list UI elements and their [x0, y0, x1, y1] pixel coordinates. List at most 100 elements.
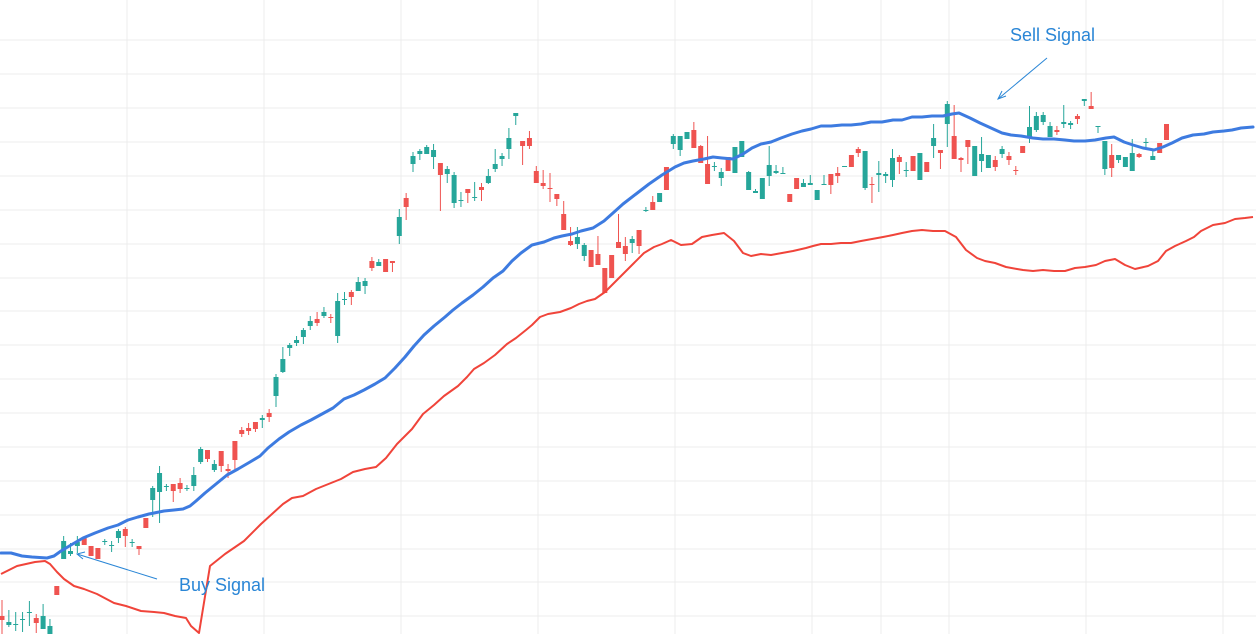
candle-body — [1020, 146, 1026, 153]
candle-body — [616, 242, 621, 248]
candle-body — [328, 317, 334, 318]
candle-body — [855, 149, 861, 153]
candle-body — [218, 451, 224, 466]
candle-body — [355, 282, 361, 291]
candle-body — [924, 162, 930, 172]
candle-body — [609, 255, 615, 278]
candle — [280, 347, 286, 373]
candle-body — [1136, 154, 1142, 157]
candle-body — [109, 545, 115, 546]
candle-body — [294, 340, 300, 343]
candle-body — [520, 141, 526, 146]
candle — [403, 193, 409, 220]
candle-body — [711, 166, 717, 167]
candle-body — [1006, 156, 1012, 160]
candle — [862, 151, 868, 190]
candle — [13, 612, 19, 631]
candle — [1102, 141, 1108, 175]
buy-signal-arrowhead — [75, 551, 86, 560]
candle-body — [602, 268, 608, 293]
candle — [184, 485, 190, 491]
candle-body — [198, 449, 204, 462]
candle-body — [787, 194, 793, 202]
candle — [787, 194, 793, 202]
candle-body — [1088, 106, 1094, 109]
candle-body — [725, 157, 731, 171]
candle — [609, 255, 615, 278]
candle — [218, 451, 224, 472]
candle-body — [451, 175, 457, 203]
candle-body — [794, 178, 800, 189]
candle-body — [773, 171, 779, 173]
candle-body — [1081, 99, 1087, 101]
candle — [88, 546, 94, 556]
sell-signal-arrow — [997, 57, 1048, 100]
candle-body — [588, 250, 594, 267]
candle-body — [1129, 153, 1135, 171]
candle — [355, 277, 361, 291]
candle — [383, 259, 389, 272]
candle — [705, 136, 711, 184]
candle-body — [636, 230, 642, 246]
candle-body — [691, 130, 697, 148]
candle-body — [1095, 126, 1101, 127]
candle — [588, 250, 594, 267]
candle-body — [129, 542, 135, 543]
candle — [766, 146, 772, 186]
candle — [526, 131, 532, 149]
candle-body — [252, 422, 258, 429]
candle-body — [876, 173, 882, 175]
candle — [1054, 126, 1060, 135]
candle-body — [937, 150, 943, 153]
slow-moving-average-line — [0, 111, 1255, 560]
candle — [458, 192, 464, 207]
candle-body — [753, 191, 758, 193]
candle — [657, 193, 663, 202]
candle — [979, 137, 985, 172]
candle — [54, 586, 60, 595]
candle-body — [431, 150, 437, 157]
candle-body — [232, 441, 238, 460]
candle — [129, 539, 135, 547]
candle-body — [33, 618, 39, 623]
candle — [910, 156, 916, 171]
candle-body — [68, 551, 73, 554]
candle — [362, 278, 368, 294]
candle — [485, 169, 491, 184]
candle — [650, 196, 656, 210]
candle — [451, 172, 457, 208]
candlesticks — [0, 92, 1169, 634]
candle — [499, 153, 505, 166]
candle — [581, 243, 587, 261]
candle — [266, 409, 272, 422]
candle — [972, 146, 978, 176]
candle — [259, 415, 265, 428]
candle — [513, 113, 519, 125]
candle-body — [499, 156, 505, 159]
candle — [211, 460, 217, 472]
candle-body — [1143, 142, 1149, 143]
candle — [616, 214, 621, 248]
candle-body — [568, 241, 574, 245]
candle-body — [492, 164, 498, 169]
candle — [122, 527, 128, 547]
candle-body — [992, 160, 998, 167]
candle — [431, 144, 437, 169]
candle-body — [883, 174, 889, 176]
candle-body — [13, 624, 19, 625]
candle-body — [47, 626, 53, 634]
candle — [6, 610, 12, 627]
candle-body — [1068, 123, 1074, 125]
candle-body — [369, 261, 375, 268]
candle-body — [259, 418, 265, 420]
candle — [1033, 112, 1039, 132]
candle — [677, 136, 683, 156]
sell-signal-arrowhead — [996, 90, 1007, 100]
candle — [170, 484, 176, 502]
candle-body — [718, 172, 724, 178]
candle-body — [903, 170, 909, 171]
candle — [711, 162, 717, 171]
candle — [143, 518, 149, 528]
candle-body — [410, 156, 416, 164]
candle — [335, 293, 341, 343]
